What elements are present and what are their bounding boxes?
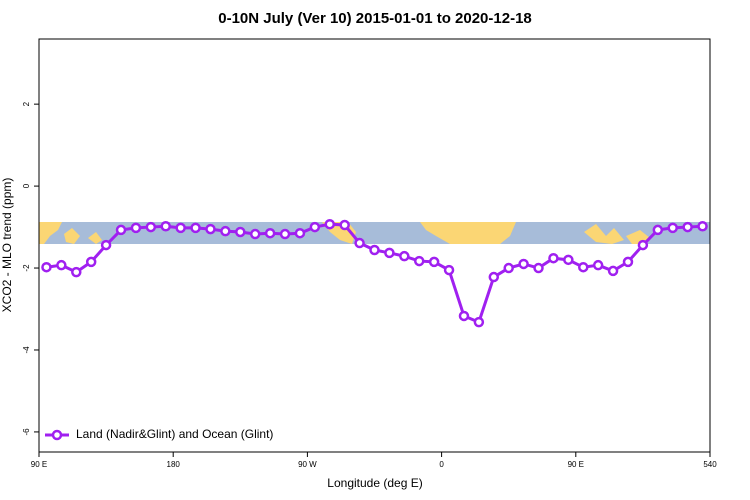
point — [175, 222, 186, 234]
point — [637, 239, 649, 251]
point — [518, 258, 529, 270]
y-tick-label: -2 — [22, 264, 31, 272]
point — [249, 228, 261, 240]
point — [578, 261, 589, 273]
plot-frame — [38, 38, 711, 453]
legend-label: Land (Nadir&Glint) and Ocean (Glint) — [76, 427, 273, 441]
point — [294, 227, 306, 239]
point — [592, 259, 604, 271]
point — [220, 225, 231, 237]
point — [264, 227, 276, 239]
point — [622, 256, 634, 268]
point — [384, 247, 395, 259]
y-tick-label: -4 — [22, 346, 31, 354]
point — [503, 262, 514, 274]
x-tick-label: 90 E — [31, 460, 47, 469]
point — [190, 222, 201, 234]
point — [607, 265, 619, 277]
point — [563, 254, 574, 266]
point — [145, 221, 157, 233]
point — [160, 220, 171, 232]
point — [354, 237, 365, 249]
x-tick-label: 90 W — [298, 460, 317, 469]
point — [473, 316, 485, 328]
y-axis-label: XCO2 - MLO trend (ppm) — [0, 178, 14, 313]
x-axis-label: Longitude (deg E) — [327, 476, 422, 490]
point — [279, 228, 291, 240]
point — [458, 310, 470, 322]
point — [85, 256, 97, 268]
y-tick-label: 2 — [22, 101, 31, 106]
point — [697, 220, 708, 232]
point — [205, 223, 216, 235]
point — [235, 226, 246, 238]
y-tick-label: 0 — [22, 183, 31, 188]
point — [413, 255, 425, 267]
point — [399, 250, 410, 262]
point — [309, 221, 321, 233]
x-tick-label: 540 — [703, 460, 717, 469]
point — [56, 259, 67, 271]
point — [548, 252, 559, 264]
point — [533, 262, 544, 274]
point — [652, 224, 664, 236]
x-tick-label: 90 E — [568, 460, 584, 469]
point — [443, 264, 455, 276]
point — [41, 261, 52, 273]
chart-title: 0-10N July (Ver 10) 2015-01-01 to 2020-1… — [218, 10, 532, 27]
point — [71, 266, 82, 278]
point — [339, 219, 350, 231]
point — [100, 239, 112, 251]
x-tick-label: 180 — [167, 460, 181, 469]
legend-marker — [51, 429, 63, 441]
point — [369, 244, 380, 256]
x-tick-label: 0 — [439, 460, 444, 469]
point — [115, 224, 127, 236]
y-tick-label: -6 — [22, 428, 31, 436]
point — [488, 271, 500, 283]
point — [667, 222, 678, 234]
point — [130, 222, 142, 234]
point — [428, 256, 440, 268]
point — [682, 221, 693, 233]
point — [324, 218, 336, 230]
